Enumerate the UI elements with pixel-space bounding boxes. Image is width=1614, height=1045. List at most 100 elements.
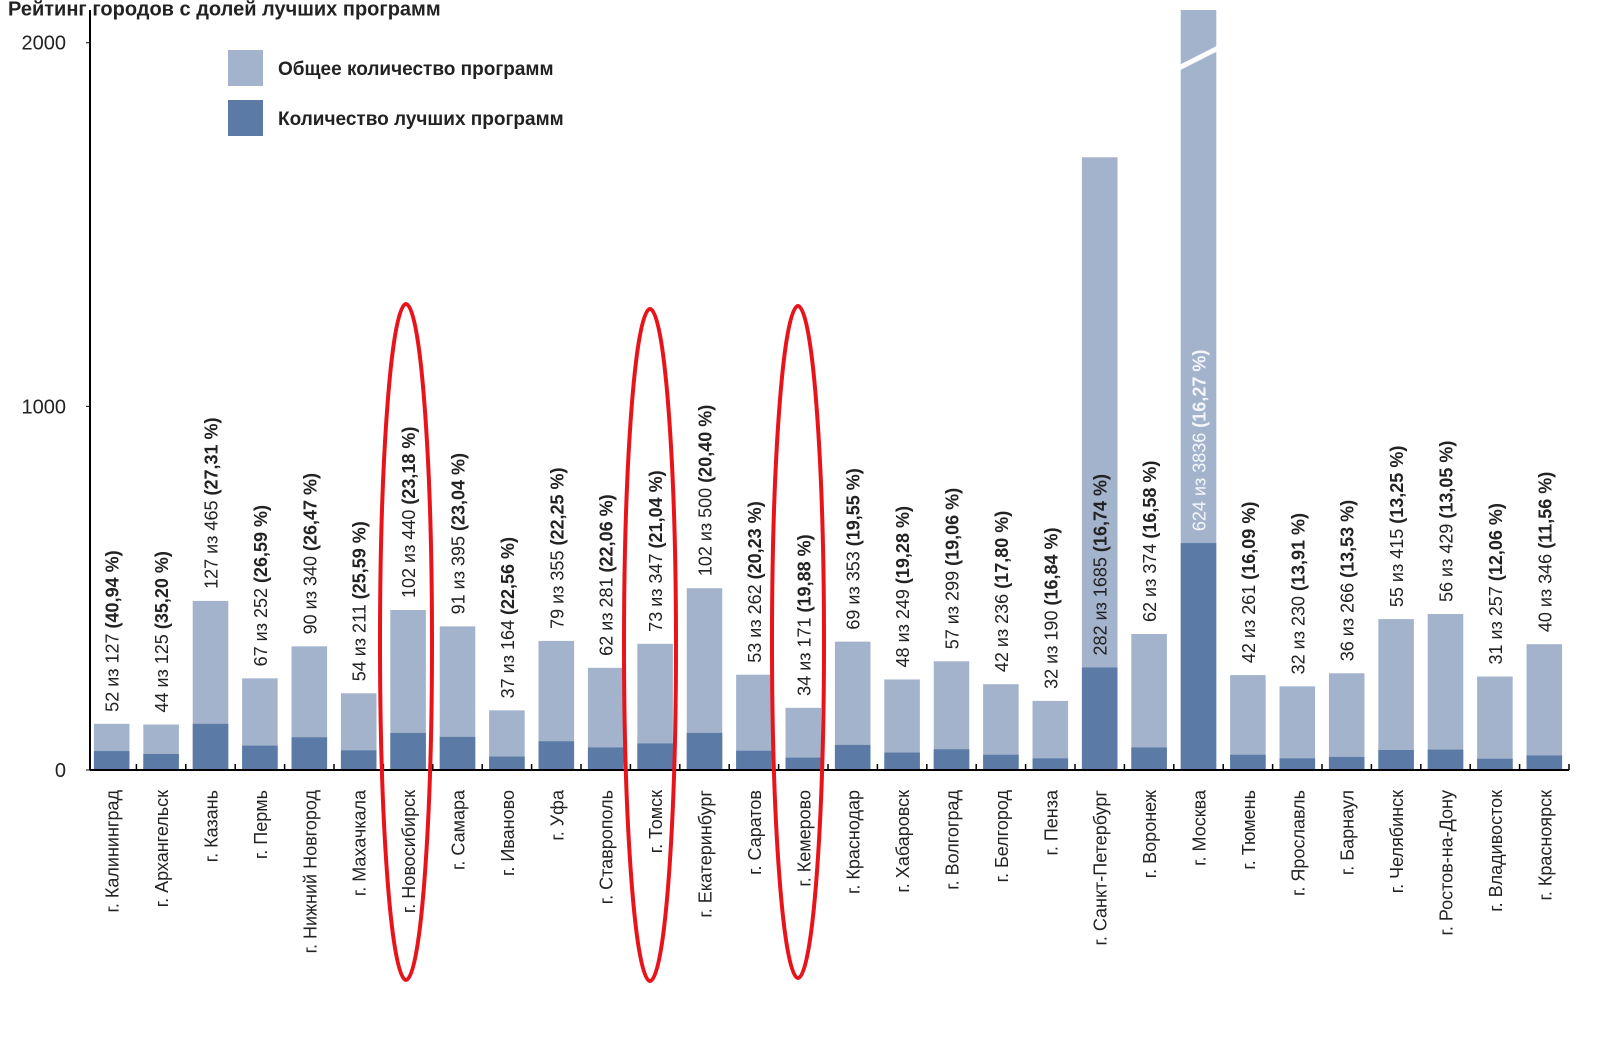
legend-swatch (228, 100, 263, 136)
x-tick-label: г. Челябинск (1387, 790, 1407, 893)
x-tick-label: г. Белгород (992, 790, 1012, 883)
bar-best (538, 741, 575, 770)
bar-best (933, 749, 970, 770)
bar-best (1230, 754, 1266, 770)
x-tick-label: г. Архангельск (152, 790, 172, 907)
bar-best (390, 732, 426, 770)
y-tick-label: 2000 (22, 33, 67, 55)
data-label: 127 из 465 (27,31 %) (202, 417, 222, 588)
data-label: 56 из 429 (13,05 %) (1437, 441, 1457, 602)
x-tick-label: г. Самара (449, 789, 469, 870)
x-tick-label: г. Иваново (498, 790, 518, 876)
data-label: 32 из 190 (16,84 %) (1041, 527, 1061, 688)
bar-best (587, 747, 624, 770)
data-label: 282 из 1685 (16,74 %) (1091, 474, 1111, 655)
bar-best (1279, 758, 1316, 770)
x-tick-label: г. Владивосток (1486, 790, 1506, 912)
bar-best (489, 756, 525, 770)
y-tick-label: 1000 (22, 396, 67, 418)
x-tick-label: г. Красноярск (1535, 790, 1555, 901)
data-label: 42 из 261 (16,09 %) (1239, 502, 1259, 663)
bar-best (884, 752, 920, 770)
bar-total (1131, 634, 1167, 770)
bar-best (192, 723, 229, 770)
data-label: 32 из 230 (13,91 %) (1288, 513, 1308, 674)
data-label: 102 из 500 (20,40 %) (696, 405, 716, 576)
bar-total (1526, 644, 1563, 770)
axis-break (1177, 45, 1220, 71)
data-label: 79 из 355 (22,25 %) (547, 467, 567, 628)
x-tick-label: г. Пенза (1041, 789, 1061, 856)
bar-best (93, 751, 130, 770)
bar-best (1526, 755, 1563, 770)
x-tick-label: г. Пермь (251, 790, 271, 859)
x-tick-label: г. Волгоград (943, 790, 963, 890)
x-tick-label: г. Ростов-на-Дону (1437, 790, 1457, 936)
legend-label: Общее количество программ (278, 59, 554, 80)
data-label: 31 из 257 (12,06 %) (1486, 503, 1506, 664)
x-tick-label: г. Тюмень (1239, 790, 1259, 870)
data-label: 42 из 236 (17,80 %) (992, 511, 1012, 672)
data-label: 44 из 125 (35,20 %) (152, 551, 172, 712)
data-label: 102 из 440 (23,18 %) (399, 427, 419, 598)
x-tick-label: г. Санкт-Петербург (1091, 790, 1111, 946)
bar-best (1180, 543, 1217, 770)
bar-best (834, 744, 871, 770)
annotations (378, 302, 826, 983)
bar-total (1477, 676, 1513, 770)
x-tick-label: г. Ярославль (1288, 790, 1308, 896)
y-tick-label: 0 (55, 760, 66, 782)
bar-best (736, 750, 772, 770)
x-tick-label: г. Новосибирск (399, 790, 419, 913)
bar-best (983, 754, 1019, 770)
bar-best (785, 757, 822, 770)
data-label: 37 из 164 (22,56 %) (498, 537, 518, 698)
bar-best (637, 743, 673, 770)
legend-swatch (228, 50, 263, 86)
data-label: 36 из 266 (13,53 %) (1338, 500, 1358, 661)
data-label: 90 из 340 (26,47 %) (300, 473, 320, 634)
bar-total (1230, 675, 1266, 770)
x-tick-label: г. Кемерово (794, 790, 814, 887)
bar-total (1328, 673, 1365, 770)
data-label: 53 из 262 (20,23 %) (745, 501, 765, 662)
bar-best (1477, 758, 1513, 770)
bar-best (686, 732, 723, 770)
data-label: 73 из 347 (21,04 %) (646, 470, 666, 631)
bar-best (291, 737, 328, 770)
bar-best (1032, 758, 1069, 770)
data-label: 40 из 346 (11,56 %) (1535, 472, 1555, 632)
x-tick-label: г. Нижний Новгород (300, 790, 320, 954)
highlight-ellipse (378, 302, 434, 982)
x-tick-label: г. Махачкала (350, 789, 370, 896)
data-label: 91 из 395 (23,04 %) (449, 453, 469, 614)
bar-best (242, 745, 278, 770)
x-tick-label: г. Воронеж (1140, 790, 1160, 878)
data-label: 48 из 249 (19,28 %) (893, 506, 913, 667)
bar-best (1378, 750, 1414, 770)
bar-best (1328, 756, 1365, 770)
bar-total (1427, 614, 1464, 770)
chart-title: Рейтинг городов с долей лучших программ (8, 0, 441, 20)
x-tick-label: г. Хабаровск (893, 790, 913, 893)
x-tick-label: г. Калининград (103, 790, 123, 913)
data-label: 62 из 374 (16,58 %) (1140, 461, 1160, 622)
data-label: 624 из 3836 (16,27 %) (1190, 350, 1210, 531)
x-tick-label: г. Казань (202, 790, 222, 862)
x-tick-label: г. Екатеринбург (696, 790, 716, 918)
bar-best (1427, 749, 1464, 770)
x-tick-label: г. Ставрополь (597, 790, 617, 904)
x-tick-label: г. Уфа (547, 789, 567, 841)
x-tick-label: г. Москва (1190, 789, 1210, 866)
highlight-ellipse (622, 307, 678, 983)
bar-best (1081, 667, 1118, 770)
highlight-ellipse (770, 304, 826, 980)
bar-best (143, 754, 179, 770)
data-label: 57 из 299 (19,06 %) (943, 488, 963, 649)
x-tick-label: г. Саратов (745, 790, 765, 875)
legend-label: Количество лучших программ (278, 109, 564, 130)
data-label: 54 из 211 (25,59 %) (350, 521, 370, 681)
x-tick-label: г. Томск (646, 790, 666, 853)
